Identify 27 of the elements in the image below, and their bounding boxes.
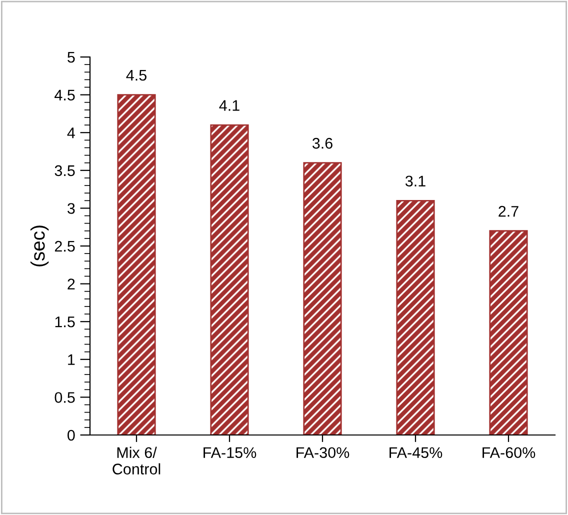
bar [489, 230, 528, 435]
y-tick-label: 3.5 [54, 165, 75, 176]
bar [396, 200, 435, 435]
x-tick-label: Mix 6/ Control [112, 446, 160, 474]
x-tick-label: FA-15% [204, 447, 256, 458]
data-label: 3.1 [405, 176, 426, 187]
data-label: 2.7 [498, 206, 518, 217]
y-tick-label: 4.5 [54, 90, 75, 100]
y-tick-label: 0.5 [54, 392, 75, 403]
data-label: 4.5 [126, 70, 146, 81]
y-tick-label: 2.5 [54, 240, 75, 252]
x-tick-label: FA-60% [482, 447, 536, 458]
y-tick-label: 2 [68, 278, 75, 290]
y-tick-label: 3 [68, 203, 75, 214]
y-tick-label: 4 [67, 128, 75, 138]
x-tick-label: FA-30% [296, 447, 350, 458]
y-tick-label: 1.5 [55, 316, 75, 328]
bar [303, 162, 342, 435]
data-label: 4.1 [219, 100, 240, 111]
y-tick-label: 0 [68, 430, 75, 441]
bar [117, 94, 156, 435]
data-label: 3.6 [312, 138, 332, 149]
y-tick-label: 5 [68, 52, 75, 63]
x-tick-label: FA-45% [390, 447, 442, 458]
y-axis-title: (sec) [30, 226, 49, 266]
bar [210, 124, 249, 435]
y-tick-label: 1 [68, 354, 75, 365]
